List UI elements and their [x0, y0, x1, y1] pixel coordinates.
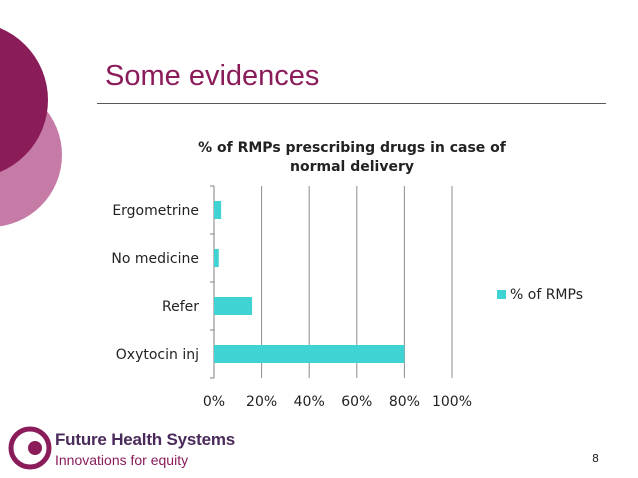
x-tick-label: 60%	[341, 394, 372, 410]
legend-swatch	[497, 290, 506, 299]
brand-name: Future Health Systems	[55, 430, 236, 449]
page-number: 8	[592, 452, 599, 465]
bar-chart: % of RMPs prescribing drugs in case of no…	[111, 140, 583, 410]
category-label: No medicine	[111, 251, 199, 267]
bar-ergometrine	[214, 201, 222, 219]
category-label: Ergometrine	[112, 203, 199, 219]
slide-title: Some evidences	[105, 60, 320, 92]
x-tick-label: 40%	[294, 394, 325, 410]
chart-title-line: normal delivery	[290, 159, 414, 175]
x-tick-label: 80%	[389, 394, 420, 410]
decorative-circles	[0, 28, 62, 227]
bar-refer	[214, 297, 253, 315]
chart-title-line: % of RMPs prescribing drugs in case of	[198, 140, 507, 156]
legend-label: % of RMPs	[510, 287, 583, 303]
x-tick-label: 20%	[246, 394, 277, 410]
brand-tagline: Innovations for equity	[55, 452, 189, 468]
x-tick-label: 100%	[432, 394, 472, 410]
title-divider	[97, 103, 606, 104]
future-health-systems-logo-icon	[8, 426, 52, 470]
dark-circle	[0, 28, 48, 172]
x-tick-label: 0%	[203, 394, 225, 410]
bar-no-medicine	[214, 249, 219, 267]
category-label: Oxytocin inj	[116, 347, 199, 363]
bar-oxytocin-inj	[214, 345, 405, 363]
category-label: Refer	[162, 299, 199, 315]
